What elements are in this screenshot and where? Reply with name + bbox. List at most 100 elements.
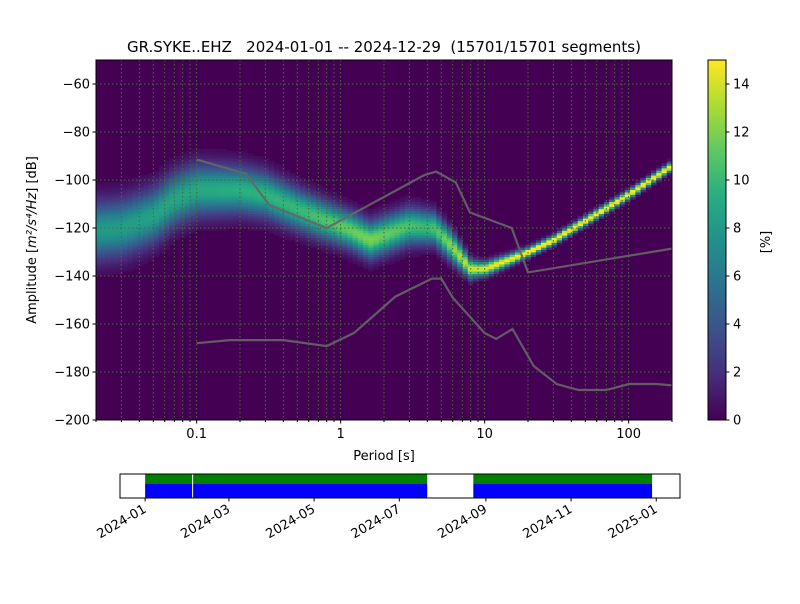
heatmap-cell xyxy=(357,264,364,267)
heatmap-cell xyxy=(404,244,411,248)
heatmap-cell xyxy=(279,220,285,224)
heatmap-cell xyxy=(394,254,401,258)
heatmap-cell xyxy=(164,163,170,166)
heatmap-cell xyxy=(556,235,563,238)
heatmap-cell xyxy=(205,163,212,166)
heatmap-cell xyxy=(410,237,416,241)
heatmap-cell xyxy=(326,240,333,243)
heatmap-cell xyxy=(431,247,437,250)
heatmap-cell xyxy=(457,235,463,238)
heatmap-cell xyxy=(200,177,207,181)
heatmap-cell xyxy=(588,211,594,214)
colorbar-tick-label: 12 xyxy=(733,126,750,141)
heatmap-cell xyxy=(164,184,170,188)
heatmap-cell xyxy=(378,264,385,267)
heatmap-cell xyxy=(116,201,123,205)
heatmap-cell xyxy=(640,177,647,181)
heatmap-cell xyxy=(378,206,385,210)
heatmap-cell xyxy=(473,256,479,260)
heatmap-cell xyxy=(310,192,317,195)
heatmap-cell xyxy=(237,225,244,229)
heatmap-cell xyxy=(420,223,427,226)
heatmap-cell xyxy=(535,240,542,243)
heatmap-cell xyxy=(342,237,348,241)
heatmap-cell xyxy=(263,170,270,174)
heatmap-cell xyxy=(289,230,296,234)
heatmap-cell xyxy=(305,189,312,193)
heatmap-cell xyxy=(357,261,364,265)
heatmap-cell xyxy=(247,216,254,219)
heatmap-cell xyxy=(457,276,463,279)
heatmap-cell xyxy=(242,175,249,178)
heatmap-cell xyxy=(179,225,186,229)
heatmap-cell xyxy=(211,192,217,195)
heatmap-cell xyxy=(342,223,348,226)
heatmap-cell xyxy=(190,160,196,164)
heatmap-cell xyxy=(441,249,448,253)
heatmap-cell xyxy=(232,216,238,219)
heatmap-cell xyxy=(342,228,348,231)
heatmap-cell xyxy=(483,256,490,260)
heatmap-cell xyxy=(452,266,458,270)
heatmap-cell xyxy=(211,213,217,217)
heatmap-cell xyxy=(221,204,228,207)
heatmap-cell xyxy=(404,230,411,234)
heatmap-cell xyxy=(158,242,165,246)
heatmap-cell xyxy=(143,177,149,181)
heatmap-cell xyxy=(195,151,202,154)
heatmap-cell xyxy=(331,208,338,212)
heatmap-cell xyxy=(315,184,322,188)
heatmap-cell xyxy=(148,187,154,190)
heatmap-cell xyxy=(232,160,238,164)
heatmap-cell xyxy=(368,249,374,253)
heatmap-cell xyxy=(226,180,233,183)
heatmap-cell xyxy=(258,165,264,169)
heatmap-cell xyxy=(164,230,170,234)
heatmap-cell xyxy=(514,249,521,253)
heatmap-cell xyxy=(300,184,306,188)
heatmap-cell xyxy=(190,216,196,219)
heatmap-cell xyxy=(342,220,348,224)
heatmap-cell xyxy=(164,206,170,210)
heatmap-cell xyxy=(179,184,186,188)
heatmap-cell xyxy=(535,249,542,253)
heatmap-cell xyxy=(315,201,322,205)
heatmap-cell xyxy=(315,220,322,224)
heatmap-cell xyxy=(226,208,233,212)
heatmap-cell xyxy=(645,187,652,190)
heatmap-cell xyxy=(237,177,244,181)
heatmap-cell xyxy=(373,206,380,210)
heatmap-cell xyxy=(132,223,139,226)
heatmap-cell xyxy=(96,256,102,260)
heatmap-cell xyxy=(284,192,291,195)
heatmap-cell xyxy=(431,230,437,234)
heatmap-cell xyxy=(452,225,458,229)
heatmap-cell xyxy=(116,199,123,202)
heatmap-cell xyxy=(321,189,327,193)
heatmap-cell xyxy=(253,180,259,183)
heatmap-cell xyxy=(226,160,233,164)
heatmap-cell xyxy=(258,187,264,190)
heatmap-cell xyxy=(352,235,359,238)
heatmap-cell xyxy=(158,220,165,224)
heatmap-cell xyxy=(101,206,107,210)
heatmap-cell xyxy=(205,182,212,186)
heatmap-cell xyxy=(200,151,207,154)
heatmap-cell xyxy=(294,201,301,205)
heatmap-cell xyxy=(132,187,139,190)
heatmap-cell xyxy=(410,252,416,255)
heatmap-cell xyxy=(174,204,181,207)
heatmap-cell xyxy=(122,213,128,217)
heatmap-cell xyxy=(378,235,385,238)
heatmap-cell xyxy=(577,228,584,231)
heatmap-cell xyxy=(446,225,453,229)
heatmap-cell xyxy=(378,232,385,236)
heatmap-cell xyxy=(106,268,113,272)
heatmap-cell xyxy=(488,276,495,279)
heatmap-cell xyxy=(148,175,154,178)
heatmap-cell xyxy=(195,175,202,178)
heatmap-cell xyxy=(452,232,458,236)
heatmap-cell xyxy=(446,237,453,241)
heatmap-cell xyxy=(122,254,128,258)
heatmap-cell xyxy=(609,196,615,200)
